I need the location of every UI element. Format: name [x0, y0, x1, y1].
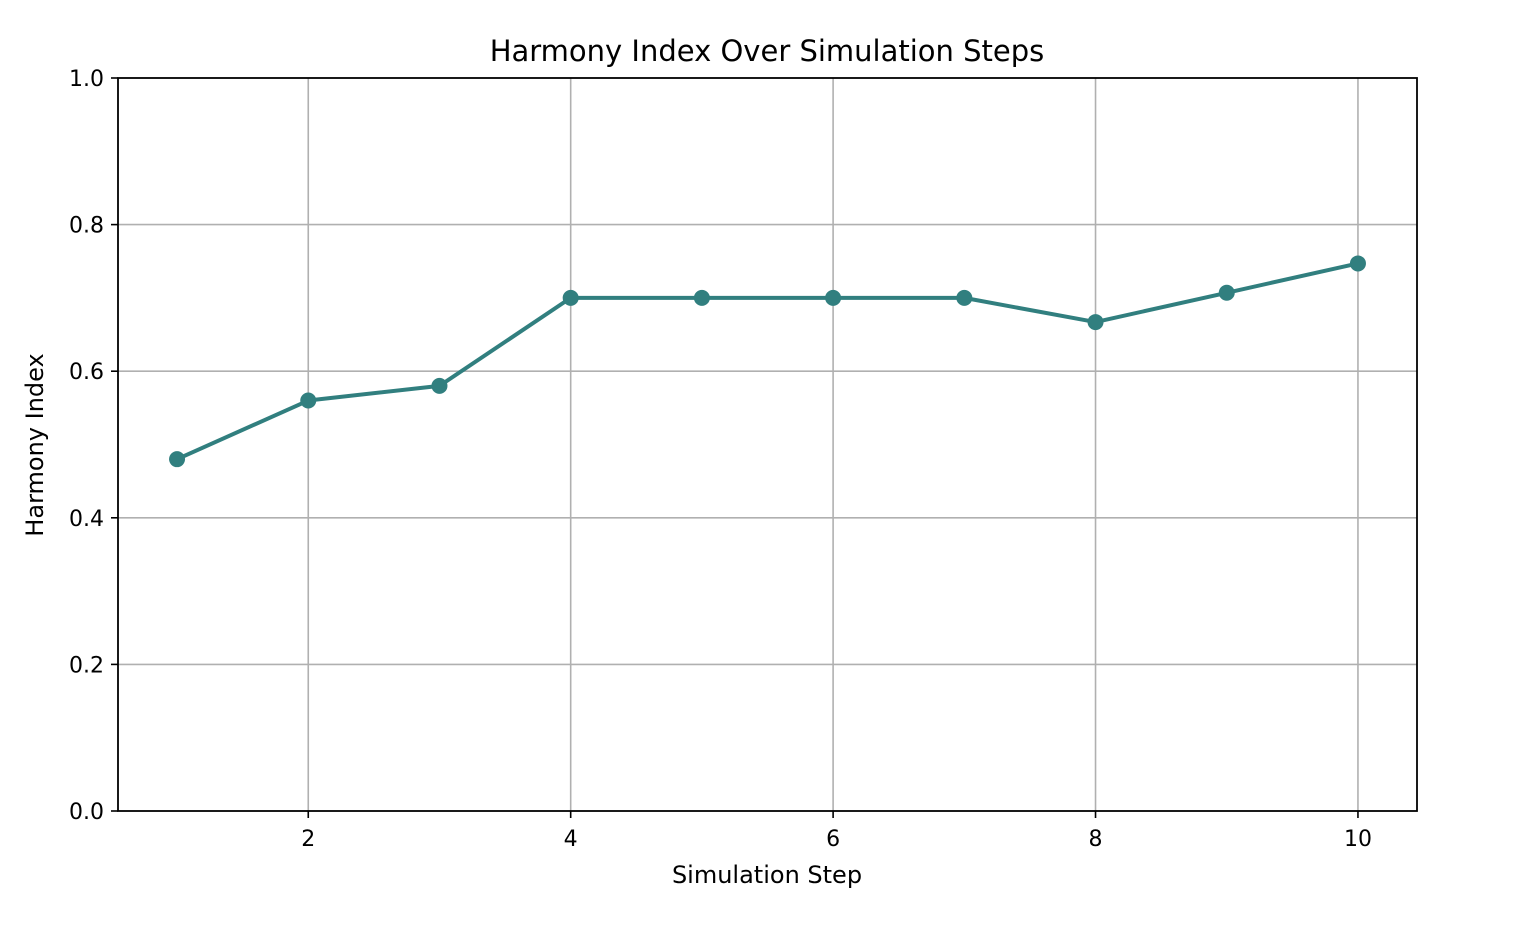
x-tick-label: 2 [301, 827, 315, 852]
x-tick-label: 4 [564, 827, 578, 852]
data-point [956, 290, 972, 306]
y-tick-label: 0.8 [69, 214, 104, 239]
y-tick-label: 0.6 [69, 360, 104, 385]
data-point [300, 393, 316, 409]
x-tick-label: 6 [826, 827, 840, 852]
data-point [694, 290, 710, 306]
x-axis-ticks: 2 4 6 8 10 [301, 811, 1372, 852]
data-point [169, 451, 185, 467]
y-tick-label: 0.4 [69, 507, 104, 532]
x-axis-label: Simulation Step [672, 861, 862, 889]
y-tick-label: 0.2 [69, 653, 104, 678]
data-point [563, 290, 579, 306]
data-point [1088, 314, 1104, 330]
y-axis-label: Harmony Index [21, 353, 49, 536]
series-line-layer [177, 263, 1358, 459]
data-points [169, 255, 1366, 467]
data-point [431, 378, 447, 394]
y-tick-label: 1.0 [69, 67, 104, 92]
data-point [825, 290, 841, 306]
data-point [1350, 255, 1366, 271]
x-tick-label: 8 [1089, 827, 1103, 852]
y-axis-ticks: 0.0 0.2 0.4 0.6 0.8 1.0 [69, 67, 118, 825]
data-point [1219, 285, 1235, 301]
grid [118, 78, 1417, 811]
plot-area-frame [118, 78, 1417, 811]
chart-title: Harmony Index Over Simulation Steps [490, 34, 1045, 68]
x-tick-label: 10 [1344, 827, 1372, 852]
series-line [177, 263, 1358, 459]
y-tick-label: 0.0 [69, 800, 104, 825]
